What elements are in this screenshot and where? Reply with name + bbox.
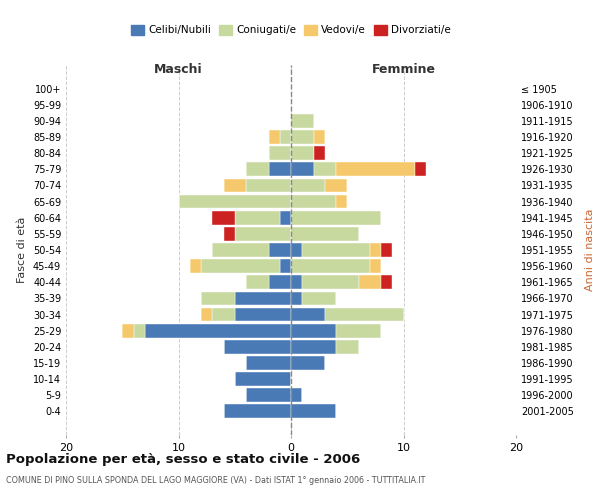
Bar [336, 340, 359, 353]
Bar [302, 243, 370, 257]
Bar [179, 194, 291, 208]
Bar [291, 388, 302, 402]
Text: COMUNE DI PINO SULLA SPONDA DEL LAGO MAGGIORE (VA) - Dati ISTAT 1° gennaio 2006 : COMUNE DI PINO SULLA SPONDA DEL LAGO MAG… [6, 476, 425, 485]
Bar [291, 211, 381, 224]
Bar [336, 162, 415, 176]
Bar [235, 211, 280, 224]
Bar [201, 308, 212, 322]
Bar [370, 243, 381, 257]
Bar [291, 146, 314, 160]
Bar [314, 162, 336, 176]
Bar [359, 276, 381, 289]
Bar [145, 324, 291, 338]
Bar [291, 178, 325, 192]
Bar [246, 178, 291, 192]
Bar [280, 260, 291, 273]
Bar [291, 308, 325, 322]
Bar [415, 162, 426, 176]
Bar [269, 162, 291, 176]
Bar [235, 227, 291, 240]
Bar [291, 404, 336, 418]
Bar [201, 292, 235, 306]
Bar [190, 260, 201, 273]
Bar [122, 324, 133, 338]
Bar [280, 211, 291, 224]
Bar [336, 324, 381, 338]
Bar [212, 211, 235, 224]
Bar [223, 340, 291, 353]
Y-axis label: Anni di nascita: Anni di nascita [585, 209, 595, 291]
Bar [269, 243, 291, 257]
Bar [381, 243, 392, 257]
Bar [291, 276, 302, 289]
Bar [246, 276, 269, 289]
Bar [291, 194, 336, 208]
Bar [246, 356, 291, 370]
Bar [314, 146, 325, 160]
Bar [381, 276, 392, 289]
Bar [212, 243, 269, 257]
Bar [370, 260, 381, 273]
Bar [325, 178, 347, 192]
Bar [246, 162, 269, 176]
Bar [302, 292, 336, 306]
Text: Popolazione per età, sesso e stato civile - 2006: Popolazione per età, sesso e stato civil… [6, 452, 360, 466]
Bar [302, 276, 359, 289]
Bar [223, 227, 235, 240]
Bar [133, 324, 145, 338]
Bar [235, 292, 291, 306]
Bar [291, 340, 336, 353]
Bar [291, 260, 370, 273]
Legend: Celibi/Nubili, Coniugati/e, Vedovi/e, Divorziati/e: Celibi/Nubili, Coniugati/e, Vedovi/e, Di… [128, 22, 454, 38]
Bar [235, 372, 291, 386]
Bar [314, 130, 325, 144]
Text: Maschi: Maschi [154, 63, 203, 76]
Bar [235, 308, 291, 322]
Bar [291, 292, 302, 306]
Text: Femmine: Femmine [371, 63, 436, 76]
Bar [212, 308, 235, 322]
Bar [325, 308, 404, 322]
Bar [291, 227, 359, 240]
Y-axis label: Fasce di età: Fasce di età [17, 217, 27, 283]
Bar [291, 356, 325, 370]
Bar [291, 114, 314, 128]
Bar [280, 130, 291, 144]
Bar [201, 260, 280, 273]
Bar [223, 404, 291, 418]
Bar [291, 243, 302, 257]
Bar [291, 130, 314, 144]
Bar [223, 178, 246, 192]
Bar [291, 162, 314, 176]
Bar [246, 388, 291, 402]
Bar [269, 276, 291, 289]
Bar [336, 194, 347, 208]
Bar [291, 324, 336, 338]
Bar [269, 146, 291, 160]
Bar [269, 130, 280, 144]
